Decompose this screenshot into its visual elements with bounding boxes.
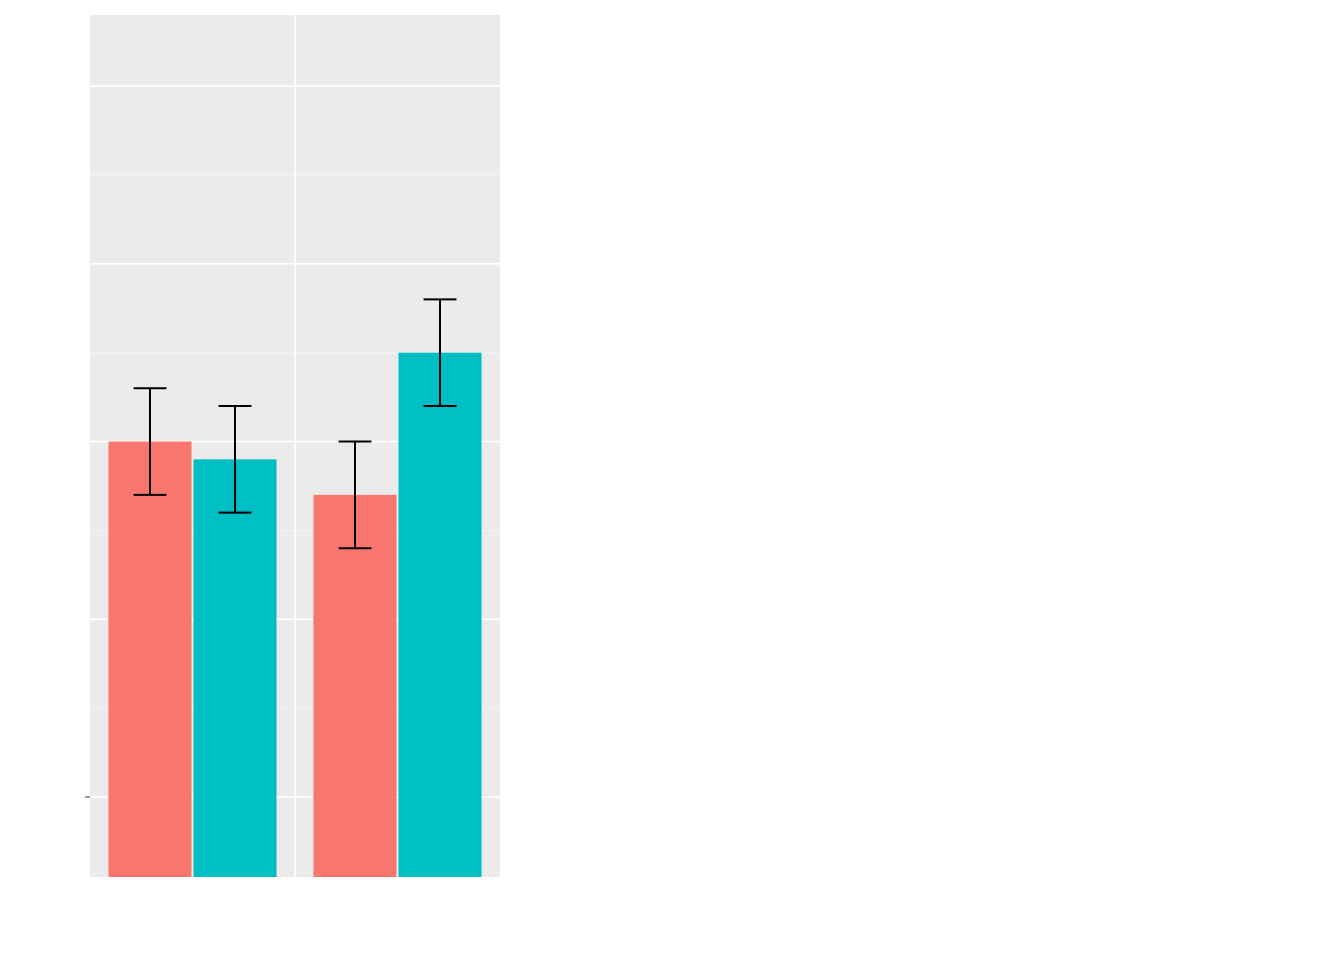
- bar-a-b: [194, 459, 277, 877]
- bar-b-b: [399, 353, 482, 877]
- bar-a-a: [108, 442, 191, 877]
- bar-b-a: [313, 495, 396, 877]
